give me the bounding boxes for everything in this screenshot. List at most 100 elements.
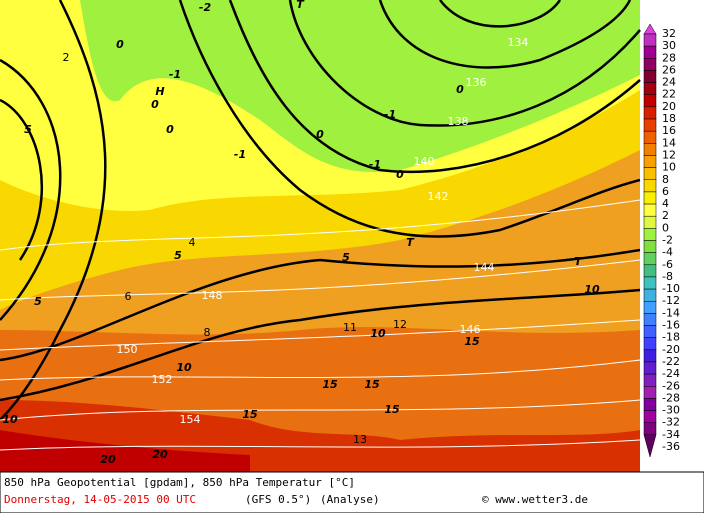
colorbar-label: -20 — [662, 343, 680, 356]
contour — [178, 0, 641, 238]
colorbar-swatch — [643, 33, 657, 47]
map-label: 5 — [24, 123, 32, 136]
colorbar-swatch — [643, 228, 657, 241]
map-label: 15 — [464, 335, 480, 348]
map-label: 20 — [100, 453, 116, 466]
map-label: 134 — [508, 36, 529, 49]
colorbar-label: 6 — [662, 185, 669, 198]
map-label: 150 — [117, 343, 138, 356]
colorbar-label: 22 — [662, 88, 676, 101]
footer-model: (GFS 0.5°) — [245, 493, 311, 506]
colorbar-label: 12 — [662, 148, 676, 161]
colorbar-label: -34 — [662, 428, 680, 441]
isotherms — [0, 199, 641, 451]
map-label: T — [574, 255, 583, 268]
colorbar-swatch — [643, 70, 657, 83]
map-label: 10 — [2, 413, 18, 426]
colorbar-label: 32 — [662, 27, 676, 40]
colorbar-label: 14 — [662, 136, 676, 149]
map-label: 154 — [180, 413, 201, 426]
colorbar-label: -26 — [662, 379, 680, 392]
map-label: 152 — [152, 373, 173, 386]
map-label: -1 — [234, 148, 246, 161]
colorbar-label: -8 — [662, 270, 673, 283]
map-label: 148 — [202, 289, 223, 302]
map-label: 4 — [189, 236, 196, 249]
colorbar-swatch — [643, 82, 657, 95]
colorbar-label: 24 — [662, 76, 676, 89]
colorbar-label: -22 — [662, 355, 680, 368]
map-label: 2 — [63, 51, 70, 64]
colorbar-label: 28 — [662, 51, 676, 64]
map-label: 12 — [393, 318, 407, 331]
colorbar-label: 16 — [662, 124, 676, 137]
map-label: 0 — [316, 128, 324, 141]
map-label: 0 — [166, 123, 174, 136]
colorbar-swatch — [643, 179, 657, 193]
map-label: T — [406, 236, 415, 249]
colorbar-swatch — [643, 264, 657, 278]
colorbar-swatch — [643, 276, 657, 290]
contour — [0, 288, 641, 402]
colorbar-swatch — [643, 106, 657, 120]
map-label: -1 — [384, 108, 396, 121]
colorbar-swatch — [643, 58, 657, 71]
cool-zone — [80, 0, 640, 172]
colorbar-label: 10 — [662, 161, 676, 174]
colorbar-swatch — [643, 155, 657, 168]
map — [0, 0, 641, 472]
colorbar-swatch — [643, 300, 657, 314]
colorbar-swatch — [643, 325, 657, 338]
colorbar-label: -16 — [662, 319, 680, 332]
footer-box — [0, 471, 704, 513]
map-label: 13 — [353, 433, 367, 446]
contours — [0, 0, 641, 421]
contour — [0, 0, 107, 421]
colorbar-swatch — [643, 373, 657, 387]
map-label: 5 — [174, 249, 182, 262]
colorbar-swatch — [643, 240, 657, 253]
colorbar-label: -28 — [662, 391, 680, 404]
map-label: 0 — [396, 168, 404, 181]
map-label: 10 — [176, 361, 192, 374]
colorbar-label: 26 — [662, 63, 676, 76]
colorbar-swatch — [643, 118, 657, 132]
colorbar-swatch — [643, 252, 657, 266]
map-label: -1 — [369, 158, 381, 171]
colorbar-label: 20 — [662, 100, 676, 113]
colorbar-label: -6 — [662, 258, 673, 271]
footer-mode: (Analyse) — [320, 493, 380, 506]
colorbar-swatch — [643, 422, 657, 436]
map-label: 15 — [364, 378, 380, 391]
colorbar-label: -4 — [662, 246, 673, 259]
colorbar-label: -12 — [662, 294, 680, 307]
colorbar-swatch — [643, 398, 657, 411]
map-label: 11 — [343, 321, 357, 334]
map-label: 5 — [34, 295, 42, 308]
contour — [228, 0, 641, 174]
map-label: 20 — [152, 448, 168, 461]
colorbar-swatch — [643, 130, 657, 144]
colorbar-label: 18 — [662, 112, 676, 125]
colorbar-swatch — [643, 203, 657, 217]
map-label: 0 — [456, 83, 464, 96]
map-label: 144 — [474, 261, 495, 274]
colorbar-label: -32 — [662, 416, 680, 429]
map-label: -1 — [169, 68, 181, 81]
map-label: 15 — [322, 378, 338, 391]
colorbar-swatch — [643, 45, 657, 59]
colorbar-label: -24 — [662, 367, 680, 380]
colorbar-swatch — [643, 143, 657, 156]
map-label: 138 — [448, 115, 469, 128]
map-label: 6 — [125, 290, 132, 303]
contour — [288, 0, 641, 127]
colorbar-label: 8 — [662, 173, 669, 186]
colorbar-swatch — [643, 386, 657, 399]
hottest-zone — [0, 430, 250, 472]
contour — [378, 0, 632, 69]
colorbar-label: -18 — [662, 331, 680, 344]
map-label: 146 — [460, 323, 481, 336]
map-label: H — [155, 85, 164, 98]
footer-title: 850 hPa Geopotential [gpdam], 850 hPa Te… — [4, 476, 355, 489]
